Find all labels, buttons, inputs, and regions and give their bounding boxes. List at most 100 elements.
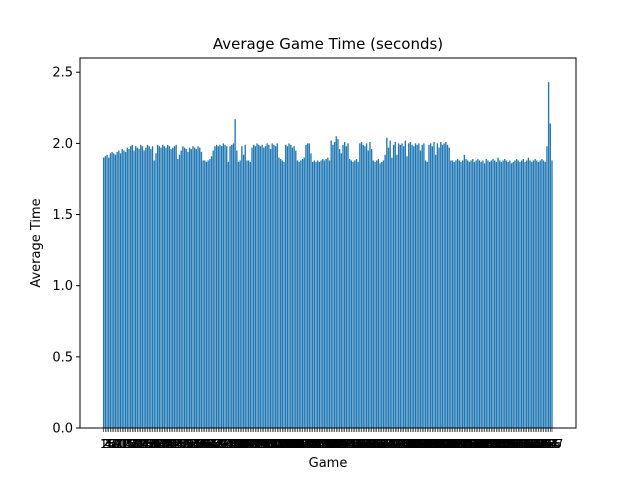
bars-group xyxy=(103,82,553,429)
bar xyxy=(376,160,378,428)
x-tick-label: 50 xyxy=(179,437,194,451)
x-tick-label: 13 xyxy=(116,437,131,451)
x-tick-label: 170 xyxy=(377,437,400,451)
x-tick-label: 61 xyxy=(197,437,212,451)
bar xyxy=(278,157,280,428)
x-tick-label: 260 xyxy=(529,437,552,451)
bar xyxy=(281,160,283,428)
bar xyxy=(247,160,250,428)
x-tick-label: 69 xyxy=(211,437,226,451)
bar xyxy=(104,156,107,428)
bar xyxy=(482,160,484,428)
y-tick-label: 2.5 xyxy=(52,66,73,81)
x-tick-label: 265 xyxy=(537,437,560,451)
bar xyxy=(499,160,501,428)
x-tick-label: 172 xyxy=(380,437,403,451)
x-tick-label: 154 xyxy=(350,437,373,451)
bar xyxy=(485,159,487,429)
x-tick-label: 173 xyxy=(382,437,405,451)
bar xyxy=(113,153,115,428)
bar xyxy=(367,150,369,428)
bar xyxy=(168,146,171,429)
x-tick-label: 46 xyxy=(172,437,187,451)
bar xyxy=(160,147,162,428)
bar xyxy=(310,153,312,428)
x-tick-label: 77 xyxy=(224,437,239,451)
x-tick-label: 76 xyxy=(222,437,237,451)
bar xyxy=(114,154,117,428)
x-tick-label: 224 xyxy=(468,437,491,451)
bar xyxy=(244,144,246,428)
bar xyxy=(391,157,393,428)
bar xyxy=(510,163,513,428)
x-tick-label: 141 xyxy=(328,437,351,451)
x-tick-label: 140 xyxy=(326,437,349,451)
bar xyxy=(526,160,528,428)
x-tick-label: 131 xyxy=(311,437,334,451)
bar xyxy=(202,160,204,428)
x-tick-label: 255 xyxy=(520,437,543,451)
bar xyxy=(387,147,390,428)
bar xyxy=(497,157,499,428)
bar xyxy=(409,141,412,428)
bar xyxy=(259,146,262,429)
x-tick-label: 151 xyxy=(345,437,368,451)
x-tick-label: 166 xyxy=(370,437,393,451)
bar xyxy=(531,161,533,428)
x-tick-label: 180 xyxy=(394,437,417,451)
bar xyxy=(145,147,147,428)
x-tick-label: 70 xyxy=(212,437,227,451)
x-tick-label: 29 xyxy=(143,437,158,451)
x-tick-label: 88 xyxy=(243,437,258,451)
x-tick-label: 229 xyxy=(476,437,499,451)
bar xyxy=(286,146,289,429)
x-tick-label: 9 xyxy=(113,437,121,451)
bar xyxy=(502,160,504,428)
bar xyxy=(224,144,226,428)
bar xyxy=(311,161,314,428)
x-tick-label: 182 xyxy=(397,437,420,451)
bar xyxy=(227,161,230,428)
bar xyxy=(423,143,425,428)
bar xyxy=(285,144,287,428)
bar xyxy=(416,144,418,428)
x-tick-label: 163 xyxy=(365,437,388,451)
x-tick-label: 211 xyxy=(446,437,469,451)
bar xyxy=(492,159,494,429)
bar xyxy=(295,150,297,428)
x-tick-label: 191 xyxy=(412,437,435,451)
x-tick-label: 153 xyxy=(348,437,371,451)
x-tick-label: 137 xyxy=(321,437,344,451)
bar xyxy=(226,146,228,429)
bar xyxy=(187,151,189,429)
bar xyxy=(165,147,167,428)
bar xyxy=(121,149,123,428)
bar xyxy=(308,143,310,428)
bar xyxy=(242,154,245,428)
x-tick-label: 30 xyxy=(145,437,160,451)
bar xyxy=(370,149,373,428)
x-tick-label: 233 xyxy=(483,437,506,451)
x-tick-label: 219 xyxy=(460,437,483,451)
x-tick-label: 189 xyxy=(409,437,432,451)
bar xyxy=(119,153,122,428)
bar xyxy=(180,150,182,428)
bar xyxy=(472,159,474,429)
bar xyxy=(173,146,176,429)
x-tick-label: 74 xyxy=(219,437,234,451)
bar xyxy=(456,159,459,429)
bar xyxy=(325,159,327,429)
x-tick-label: 114 xyxy=(283,437,306,451)
bar xyxy=(424,160,427,428)
bar xyxy=(273,144,275,428)
x-tick-label: 266 xyxy=(539,437,562,451)
bar xyxy=(124,151,127,429)
bar xyxy=(200,151,203,429)
bar xyxy=(246,160,248,428)
x-tick-label: 58 xyxy=(192,437,207,451)
x-tick-label: 17 xyxy=(123,437,138,451)
bar xyxy=(222,143,225,428)
x-tick-label: 31 xyxy=(147,437,162,451)
bar xyxy=(131,144,133,428)
bar xyxy=(480,161,482,428)
